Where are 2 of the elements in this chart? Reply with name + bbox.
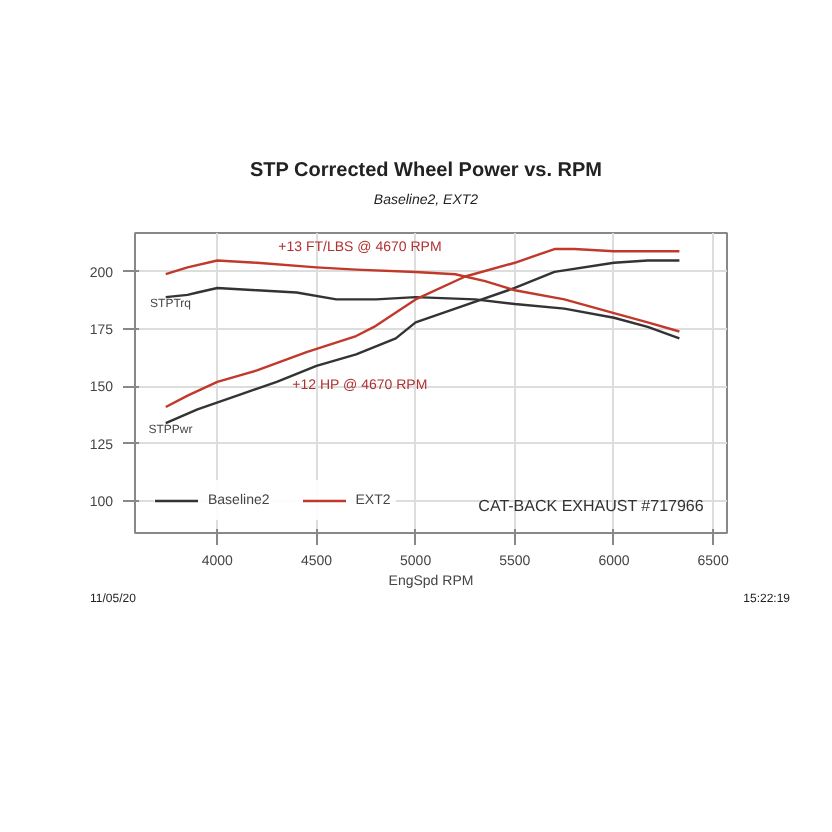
annotation: CAT-BACK EXHAUST #717966 [478,497,705,516]
chart-title: STP Corrected Wheel Power vs. RPM [250,160,602,184]
